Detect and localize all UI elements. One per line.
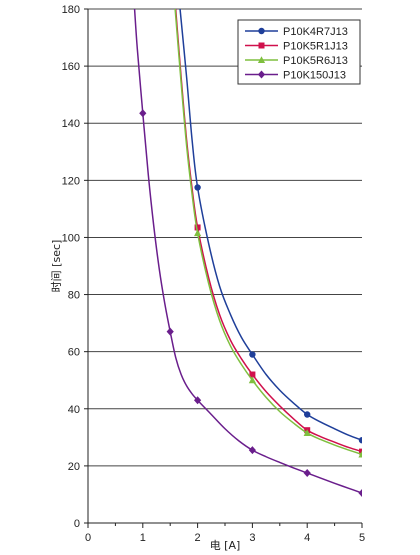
- legend-marker-p10k5r6j13: [257, 56, 266, 63]
- legend-label-p10k5r1j13: P10K5R1J13: [283, 41, 348, 53]
- data-point-p10k150j13: [303, 469, 311, 478]
- legend-marker-p10k5r1j13: [258, 42, 265, 49]
- data-point-p10k5r6j13: [358, 450, 362, 458]
- y-axis-label: 时间 [sec]: [50, 240, 63, 293]
- x-tick-label: 2: [195, 532, 201, 544]
- data-point-p10k5r6j13: [303, 429, 311, 437]
- legend-marker-p10k4r7j13: [258, 27, 265, 35]
- data-point-p10k150j13: [194, 396, 202, 405]
- y-tick-label: 20: [68, 461, 80, 473]
- legend-label-p10k4r7j13: P10K4R7J13: [283, 26, 348, 38]
- data-point-p10k4r7j13: [358, 436, 362, 444]
- data-point-p10k4r7j13: [194, 184, 201, 191]
- data-point-p10k4r7j13: [249, 351, 256, 358]
- x-tick-label: 1: [140, 532, 146, 544]
- data-point-p10k150j13: [139, 109, 147, 118]
- y-tick-label: 140: [62, 118, 80, 130]
- x-tick-label: 5: [359, 532, 365, 544]
- x-tick-label: 3: [249, 532, 255, 544]
- y-tick-label: 120: [62, 175, 80, 187]
- series-p10k5r6j13: [174, 9, 362, 458]
- plot-area: [88, 9, 362, 523]
- y-tick-label: 60: [68, 347, 80, 359]
- y-tick-label: 40: [68, 404, 80, 416]
- y-tick-label: 80: [68, 290, 80, 302]
- y-tick-label: 100: [62, 232, 80, 244]
- series-p10k4r7j13: [179, 9, 362, 444]
- y-tick-label: 180: [62, 4, 80, 16]
- y-tick-label: 0: [74, 518, 80, 530]
- data-point-p10k150j13: [248, 446, 256, 455]
- data-point-p10k5r1j13: [359, 448, 362, 455]
- legend-marker-p10k150j13: [257, 70, 266, 79]
- x-tick-label: 0: [85, 532, 91, 544]
- series-line-p10k5r6j13: [174, 9, 362, 456]
- series-p10k150j13: [133, 9, 362, 498]
- data-point-p10k5r6j13: [194, 229, 202, 237]
- data-point-p10k150j13: [358, 489, 362, 498]
- data-point-p10k4r7j13: [304, 411, 311, 418]
- data-point-p10k150j13: [166, 327, 174, 336]
- legend-label-p10k5r6j13: P10K5R6J13: [283, 55, 348, 67]
- series-group: [133, 9, 362, 498]
- data-point-p10k5r1j13: [249, 371, 256, 378]
- data-point-p10k5r1j13: [194, 224, 201, 231]
- legend: P10K4R7J13 P10K5R1J13 P10K5R6J13 P10K150J13: [237, 19, 361, 85]
- legend-label-p10k150j13: P10K150J13: [283, 70, 346, 82]
- y-axis-ticks: 0 20 40 60 80 100 120 140 160 180: [62, 4, 88, 530]
- gridlines: [88, 8, 362, 467]
- data-point-p10k5r6j13: [248, 376, 256, 384]
- x-axis-label: 电 [A]: [210, 539, 241, 552]
- x-tick-label: 4: [304, 532, 310, 544]
- y-tick-label: 160: [62, 61, 80, 73]
